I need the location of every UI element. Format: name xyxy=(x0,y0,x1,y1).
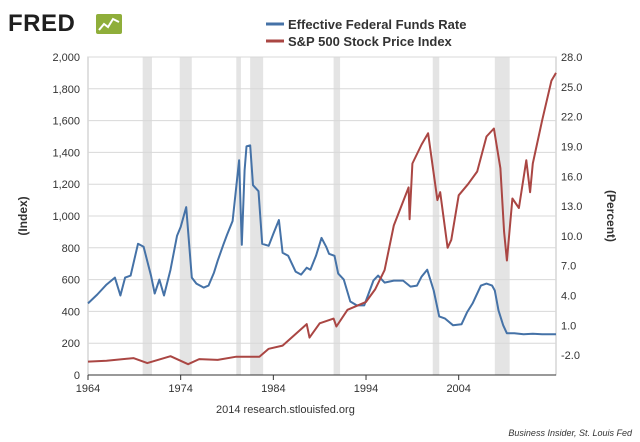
y-axis-right-title: (Percent) xyxy=(604,190,618,242)
y-right-tick-label: -2.0 xyxy=(561,350,580,362)
y-right-tick-label: 22.0 xyxy=(561,112,582,124)
x-tick-label: 1984 xyxy=(261,383,285,395)
image-source-credit: Business Insider, St. Louis Fed xyxy=(508,428,633,438)
y-left-tick-label: 200 xyxy=(62,338,80,350)
y-left-tick-label: 800 xyxy=(62,243,80,255)
x-tick-label: 1974 xyxy=(168,383,192,395)
y-left-tick-label: 600 xyxy=(62,275,80,287)
y-left-tick-label: 1,400 xyxy=(52,147,80,159)
x-tick-label: 1964 xyxy=(76,383,100,395)
y-left-tick-label: 400 xyxy=(62,306,80,318)
y-right-tick-label: 7.0 xyxy=(561,261,576,273)
axis-ticks: 0 200 400 600 800 1,000 1,200 1,400 1,600 1,800 2,… xyxy=(52,52,582,395)
y-left-tick-label: 1,600 xyxy=(52,116,80,128)
gridlines xyxy=(88,56,556,344)
y-left-tick-label: 1,000 xyxy=(52,211,80,223)
y-left-tick-label: 1,800 xyxy=(52,84,80,96)
fred-logo-chart-icon xyxy=(96,14,122,34)
y-right-tick-label: 10.0 xyxy=(561,231,582,243)
x-tick-label: 1994 xyxy=(354,383,378,395)
y-right-tick-label: 4.0 xyxy=(561,291,576,303)
series-lines xyxy=(87,72,557,366)
sp500-index-line xyxy=(87,72,557,366)
y-left-tick-label: 0 xyxy=(74,370,80,382)
y-right-tick-label: 16.0 xyxy=(561,171,582,183)
y-right-tick-label: 28.0 xyxy=(561,52,582,64)
fed-funds-rate-line xyxy=(87,144,556,336)
legend: Effective Federal Funds Rate S&P 500 Sto… xyxy=(266,17,466,49)
fred-logo: FRED xyxy=(8,10,122,37)
fred-credit: 2014 research.stlouisfed.org xyxy=(216,404,355,416)
fred-logo-text: FRED xyxy=(8,10,75,37)
y-right-tick-label: 13.0 xyxy=(561,201,582,213)
y-left-tick-label: 2,000 xyxy=(52,52,80,64)
y-right-tick-label: 19.0 xyxy=(561,141,582,153)
y-right-tick-label: 25.0 xyxy=(561,82,582,94)
legend-label-fed-funds: Effective Federal Funds Rate xyxy=(288,17,466,32)
y-left-tick-label: 1,200 xyxy=(52,179,80,191)
y-axis-left-title: (Index) xyxy=(16,196,30,235)
legend-label-sp500: S&P 500 Stock Price Index xyxy=(288,34,453,49)
plot-area xyxy=(87,56,557,376)
y-right-tick-label: 1.0 xyxy=(561,320,576,332)
x-tick-label: 2004 xyxy=(446,383,470,395)
